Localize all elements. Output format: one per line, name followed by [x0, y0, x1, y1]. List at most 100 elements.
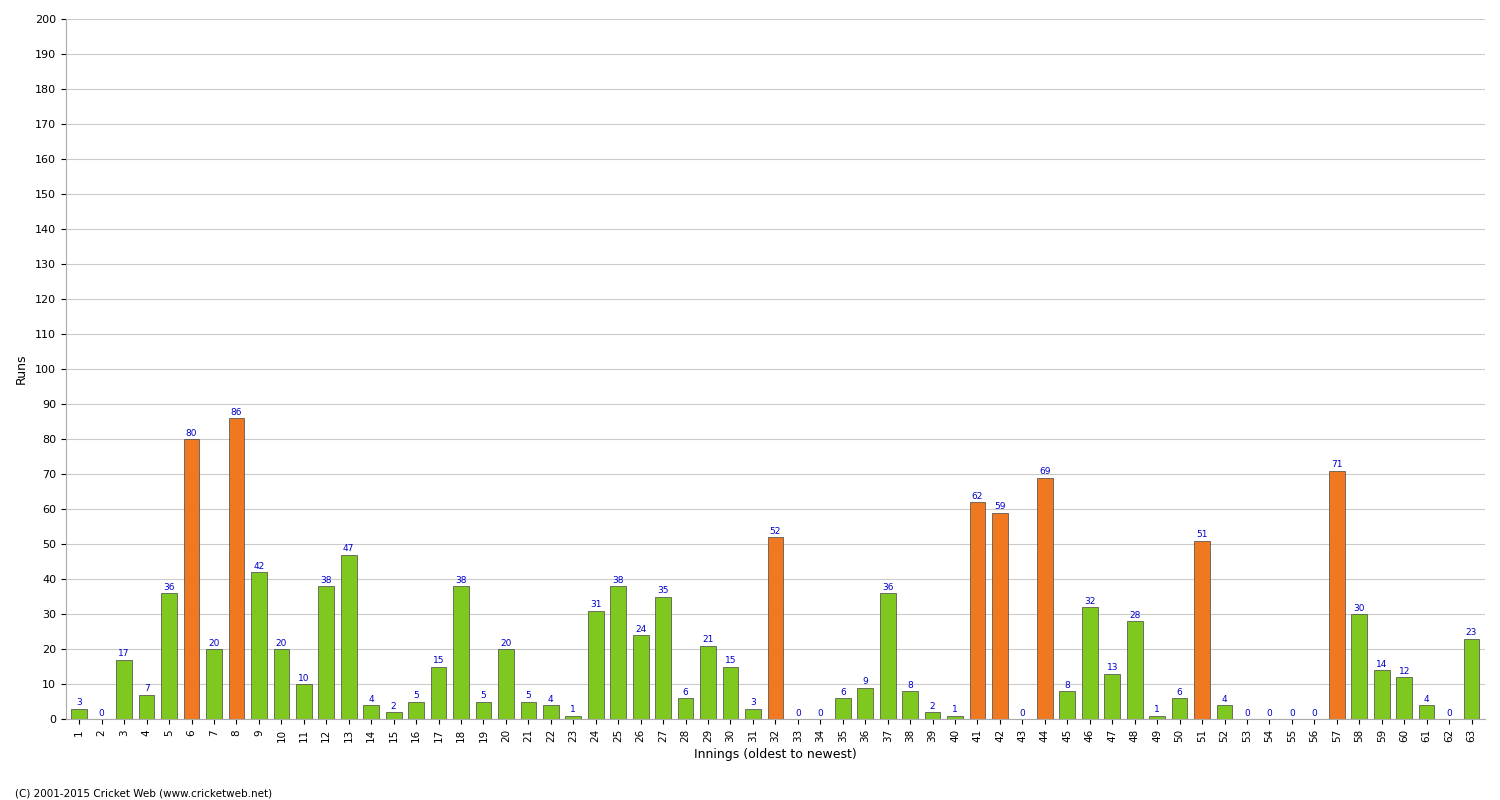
Y-axis label: Runs: Runs [15, 354, 28, 385]
Bar [1036, 478, 1053, 719]
Text: 3: 3 [750, 698, 756, 707]
Bar [206, 650, 222, 719]
Bar [969, 502, 986, 719]
Text: 6: 6 [1176, 688, 1182, 697]
Bar [1396, 678, 1411, 719]
Text: 35: 35 [657, 586, 669, 595]
Bar [946, 716, 963, 719]
Text: 86: 86 [231, 407, 242, 417]
Text: 6: 6 [840, 688, 846, 697]
Text: 1: 1 [570, 706, 576, 714]
Bar [251, 572, 267, 719]
Text: 0: 0 [795, 709, 801, 718]
Bar [700, 646, 715, 719]
Bar [117, 660, 132, 719]
Text: 0: 0 [1244, 709, 1250, 718]
Bar [678, 698, 693, 719]
Text: 5: 5 [480, 691, 486, 700]
Bar [1059, 691, 1076, 719]
Text: 2: 2 [392, 702, 396, 710]
Text: 69: 69 [1040, 467, 1050, 476]
Text: 38: 38 [612, 576, 624, 585]
Text: 42: 42 [254, 562, 264, 570]
Text: 10: 10 [298, 674, 309, 682]
Text: 31: 31 [590, 600, 602, 609]
Text: 8: 8 [908, 681, 914, 690]
Text: 38: 38 [456, 576, 466, 585]
Bar [1194, 541, 1210, 719]
Bar [836, 698, 850, 719]
Text: 52: 52 [770, 526, 782, 535]
Text: 5: 5 [413, 691, 419, 700]
Bar [160, 594, 177, 719]
Text: (C) 2001-2015 Cricket Web (www.cricketweb.net): (C) 2001-2015 Cricket Web (www.cricketwe… [15, 788, 272, 798]
Bar [1216, 706, 1233, 719]
Text: 1: 1 [952, 706, 958, 714]
Bar [1419, 706, 1434, 719]
Bar [746, 709, 760, 719]
Text: 21: 21 [702, 635, 714, 644]
Bar [903, 691, 918, 719]
Text: 0: 0 [1288, 709, 1294, 718]
Text: 4: 4 [1221, 694, 1227, 704]
Text: 32: 32 [1084, 597, 1095, 606]
Text: 36: 36 [882, 582, 894, 592]
Text: 3: 3 [76, 698, 82, 707]
Text: 4: 4 [369, 694, 374, 704]
Text: 4: 4 [548, 694, 554, 704]
Text: 24: 24 [634, 625, 646, 634]
Text: 0: 0 [1311, 709, 1317, 718]
Text: 38: 38 [321, 576, 332, 585]
Bar [430, 667, 447, 719]
Bar [1149, 716, 1166, 719]
Bar [656, 597, 670, 719]
Bar [140, 695, 154, 719]
Text: 4: 4 [1424, 694, 1430, 704]
Bar [543, 706, 558, 719]
Text: 12: 12 [1398, 666, 1410, 676]
Text: 9: 9 [862, 677, 868, 686]
Bar [273, 650, 290, 719]
Text: 0: 0 [1446, 709, 1452, 718]
Bar [296, 685, 312, 719]
Text: 36: 36 [164, 582, 176, 592]
Bar [924, 713, 940, 719]
Text: 47: 47 [344, 544, 354, 553]
Bar [1172, 698, 1188, 719]
Bar [566, 716, 580, 719]
Bar [72, 709, 87, 719]
Bar [1329, 471, 1344, 719]
Text: 23: 23 [1466, 628, 1478, 637]
Bar [340, 555, 357, 719]
Text: 20: 20 [500, 638, 512, 648]
Bar [1082, 607, 1098, 719]
Text: 7: 7 [144, 684, 150, 694]
Bar [520, 702, 536, 719]
Bar [1104, 674, 1120, 719]
Bar [880, 594, 896, 719]
Text: 8: 8 [1065, 681, 1070, 690]
Text: 59: 59 [994, 502, 1005, 511]
Bar [1126, 622, 1143, 719]
Bar [183, 439, 200, 719]
Text: 0: 0 [1266, 709, 1272, 718]
Text: 2: 2 [930, 702, 936, 710]
Bar [228, 418, 244, 719]
Text: 5: 5 [525, 691, 531, 700]
Bar [1464, 639, 1479, 719]
Bar [498, 650, 514, 719]
Text: 6: 6 [682, 688, 688, 697]
Bar [1374, 670, 1389, 719]
Text: 14: 14 [1376, 660, 1388, 669]
Text: 0: 0 [1020, 709, 1026, 718]
Bar [386, 713, 402, 719]
Bar [992, 513, 1008, 719]
X-axis label: Innings (oldest to newest): Innings (oldest to newest) [694, 748, 856, 761]
Text: 13: 13 [1107, 663, 1118, 672]
Bar [408, 702, 424, 719]
Bar [588, 611, 603, 719]
Bar [476, 702, 492, 719]
Text: 20: 20 [209, 638, 219, 648]
Bar [723, 667, 738, 719]
Text: 20: 20 [276, 638, 286, 648]
